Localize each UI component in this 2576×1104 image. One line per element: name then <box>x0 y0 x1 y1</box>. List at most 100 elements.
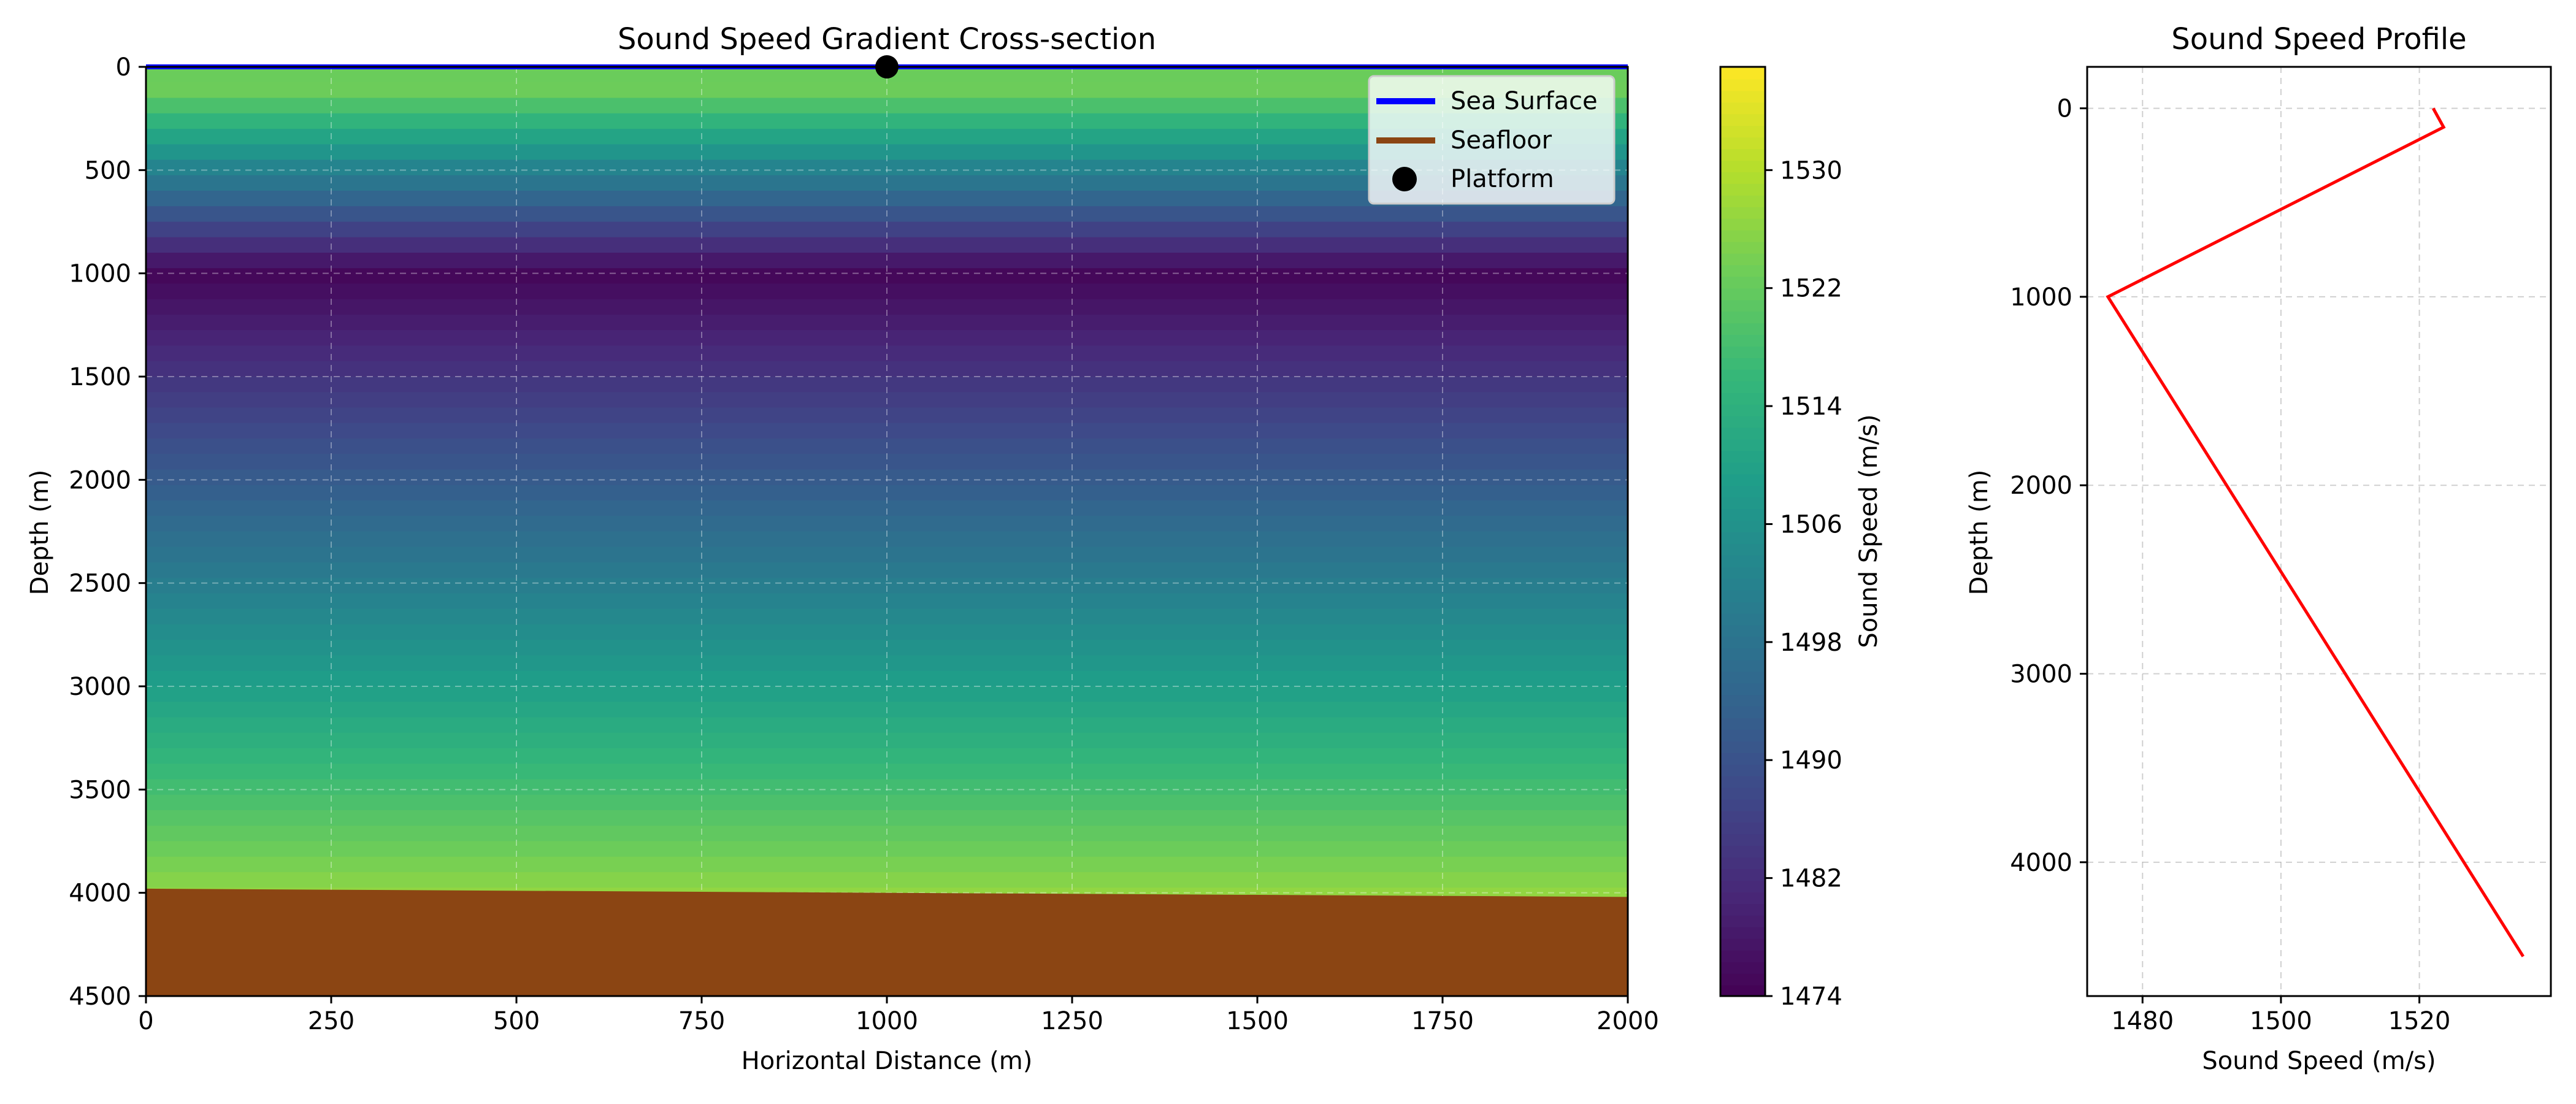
profile-frame <box>2086 66 2552 997</box>
colorbar-label: Sound Speed (m/s) <box>1855 414 1883 648</box>
profile-y-tick-label: 3000 <box>2010 661 2072 689</box>
colorbar-band <box>1720 206 1765 219</box>
sound-speed-band <box>146 702 1628 718</box>
y-tick-label: 3000 <box>69 673 131 701</box>
sound-speed-band <box>146 578 1628 594</box>
colorbar-band <box>1720 984 1765 997</box>
colorbar-band <box>1720 496 1765 510</box>
colorbar-tick-label: 1506 <box>1780 510 1842 539</box>
colorbar-band <box>1720 113 1765 126</box>
profile-y-tick-label: 4000 <box>2010 849 2072 877</box>
colorbar-band <box>1720 670 1765 684</box>
colorbar-band <box>1720 729 1765 742</box>
colorbar-band <box>1720 705 1765 718</box>
colorbar-band <box>1720 404 1765 416</box>
colorbar-band <box>1720 682 1765 696</box>
sound-speed-band <box>146 640 1628 656</box>
colorbar-band <box>1720 845 1765 858</box>
profile-x-ticks: 1480 1500 1520 <box>2111 996 2451 1035</box>
sound-speed-band <box>146 732 1628 749</box>
colorbar-band <box>1720 194 1765 207</box>
y-tick-label: 1500 <box>69 363 131 391</box>
colorbar-band <box>1720 810 1765 823</box>
colorbar-band <box>1720 787 1765 800</box>
colorbar-band <box>1720 380 1765 393</box>
legend: Sea Surface Seafloor Platform <box>1368 75 1616 205</box>
legend-label-platform: Platform <box>1451 165 1554 193</box>
colorbar-band <box>1720 821 1765 835</box>
colorbar-band <box>1720 78 1765 91</box>
sound-speed-band <box>146 221 1628 239</box>
colorbar-band <box>1720 67 1765 80</box>
colorbar: 1474 1482 1490 1498 1506 1514 1522 1530 Sound S… <box>1719 66 1883 1011</box>
cross-section-y-ticks: 0 500 1000 1500 2000 2500 3000 3500 4000 4500 <box>69 53 146 1011</box>
sound-speed-band <box>146 764 1628 780</box>
profile-y-ticks: 0 1000 2000 3000 4000 <box>2010 95 2087 877</box>
sound-speed-band <box>146 624 1628 641</box>
profile-plot-area <box>2086 66 2552 997</box>
sound-speed-band <box>146 670 1628 688</box>
x-tick-label: 1750 <box>1411 1007 1474 1035</box>
colorbar-band <box>1720 136 1765 150</box>
y-tick-label: 4500 <box>69 983 131 1011</box>
profile-x-tick-label: 1500 <box>2250 1007 2312 1035</box>
sound-speed-band <box>146 299 1628 316</box>
colorbar-band <box>1720 322 1765 335</box>
sound-speed-band <box>146 423 1628 440</box>
colorbar-band <box>1720 868 1765 881</box>
sound-speed-band <box>146 345 1628 362</box>
colorbar-band <box>1720 171 1765 184</box>
sound-speed-band <box>146 253 1628 269</box>
sound-speed-band <box>146 546 1628 564</box>
colorbar-ticks: 1474 1482 1490 1498 1506 1514 1522 1530 <box>1765 156 1842 1011</box>
colorbar-band <box>1720 543 1765 556</box>
colorbar-frame <box>1719 66 1766 997</box>
sound-speed-band <box>146 392 1628 408</box>
sound-speed-band <box>146 841 1628 858</box>
colorbar-tick-label: 1522 <box>1780 275 1842 303</box>
colorbar-band <box>1720 264 1765 277</box>
colorbar-band <box>1720 415 1765 428</box>
sound-speed-band <box>146 779 1628 796</box>
sound-speed-band <box>146 872 1628 889</box>
colorbar-band <box>1720 694 1765 707</box>
cross-section-x-ticks: 0 250 500 750 1000 1250 1500 1750 2000 <box>138 996 1659 1035</box>
profile-x-tick-label: 1480 <box>2111 1007 2174 1035</box>
colorbar-band <box>1720 856 1765 870</box>
colorbar-band <box>1720 531 1765 544</box>
sound-speed-band <box>146 500 1628 517</box>
sound-speed-band <box>146 717 1628 734</box>
sound-speed-band <box>146 516 1628 532</box>
legend-label-seafloor: Seafloor <box>1451 126 1552 155</box>
legend-label-sea-surface: Sea Surface <box>1451 87 1598 115</box>
colorbar-band <box>1720 461 1765 475</box>
colorbar-band <box>1720 926 1765 939</box>
colorbar-band <box>1720 287 1765 301</box>
colorbar-tick-label: 1530 <box>1780 156 1842 185</box>
colorbar-band <box>1720 601 1765 614</box>
profile-y-tick-label: 0 <box>2057 95 2072 123</box>
sound-speed-band <box>146 748 1628 765</box>
sound-speed-band <box>146 206 1628 223</box>
x-tick-label: 750 <box>678 1007 725 1035</box>
colorbar-band <box>1720 752 1765 765</box>
colorbar-band <box>1720 566 1765 579</box>
profile-x-tick-label: 1520 <box>2388 1007 2451 1035</box>
sound-speed-band <box>146 593 1628 610</box>
colorbar-band <box>1720 159 1765 172</box>
colorbar-band <box>1720 101 1765 115</box>
x-tick-label: 250 <box>308 1007 355 1035</box>
y-tick-label: 2000 <box>69 466 131 494</box>
x-tick-label: 1000 <box>856 1007 918 1035</box>
legend-box <box>1368 75 1616 205</box>
colorbar-band <box>1720 508 1765 521</box>
x-tick-label: 0 <box>138 1007 153 1035</box>
colorbar-band <box>1720 253 1765 266</box>
colorbar-gradient <box>1720 67 1765 997</box>
sound-speed-band <box>146 485 1628 502</box>
sound-speed-band <box>146 315 1628 331</box>
profile-y-tick-label: 2000 <box>2010 472 2072 500</box>
colorbar-band <box>1720 635 1765 649</box>
sound-speed-band <box>146 283 1628 301</box>
